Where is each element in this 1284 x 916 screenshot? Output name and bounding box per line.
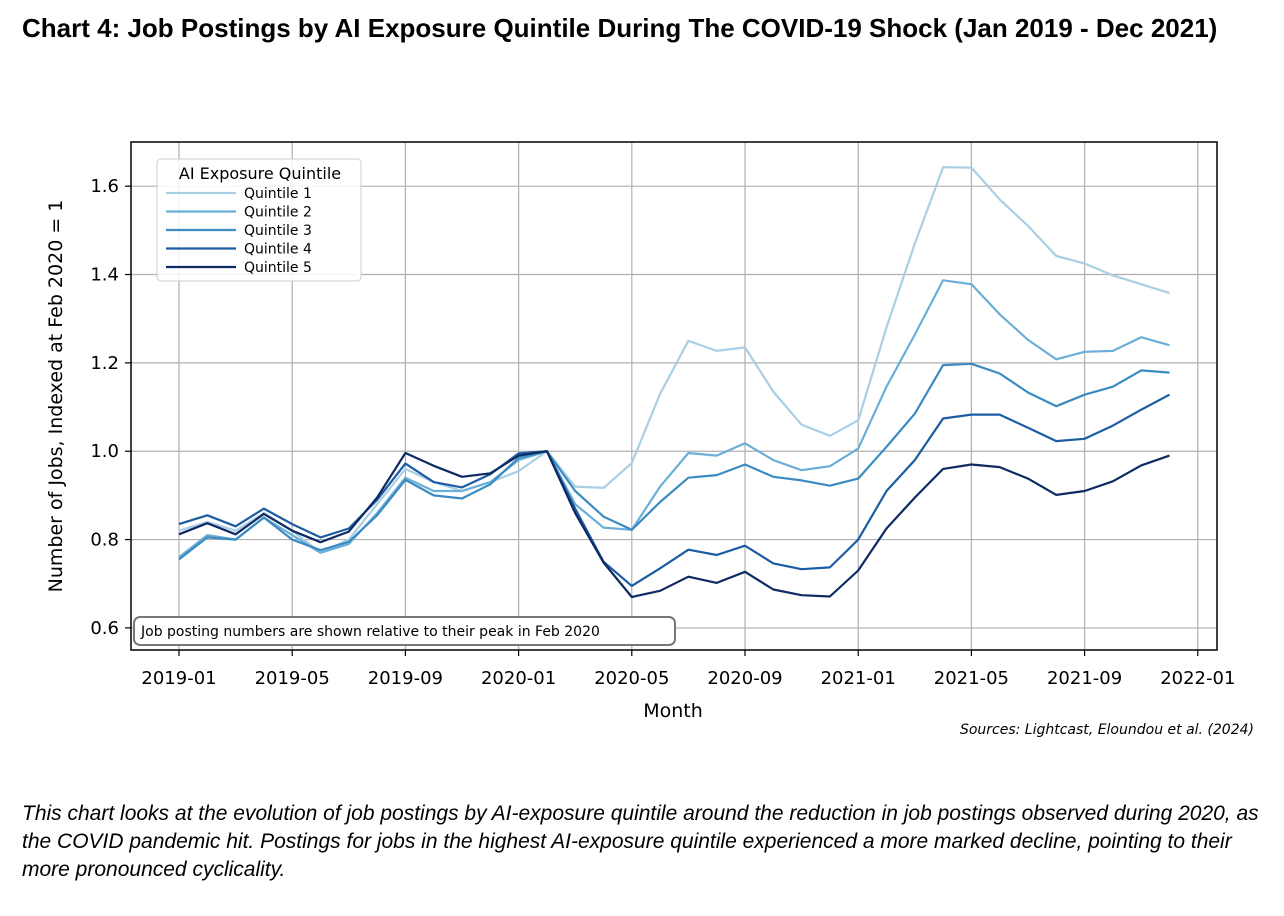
series-line-quintile-4 [178,393,1171,588]
x-tick-label: 2020-09 [707,668,782,689]
legend-entry-quintile-4: Quintile 4 [244,242,312,258]
y-tick-label: 0.8 [90,530,119,551]
series-line-quintile-3 [178,362,1170,561]
legend-box [156,158,362,282]
series-line-quintile-1 [178,166,1170,554]
legend-title: AI Exposure Quintile [179,164,341,183]
y-tick-label: 1.6 [90,176,119,197]
y-tick-label: 1.0 [90,441,119,462]
series-lines [178,166,1171,599]
x-tick-label: 2021-09 [1047,668,1122,689]
plot-frame [130,141,1218,651]
line-chart: 2019-01 2019-05 2019-09 2020-01 2020-05 2020-… [45,141,1235,722]
y-tick-label: 0.6 [90,618,119,639]
annotation-box [133,616,676,646]
chart-caption: This chart looks at the evolution of job… [22,802,1259,881]
annotation: Job posting numbers are shown relative t… [133,616,676,646]
x-tick-label: 2020-05 [594,668,669,689]
legend-entry-quintile-3: Quintile 3 [244,223,312,239]
x-tick-label: 2022-01 [1160,668,1235,689]
series-line-quintile-5 [178,450,1170,599]
legend: AI Exposure Quintile Quintile 1 Quintile … [156,158,362,282]
y-axis-ticks: 0.6 0.8 1.0 1.2 1.4 1.6 [90,176,131,639]
y-tick-label: 1.4 [90,265,119,286]
x-tick-label: 2020-01 [481,668,556,689]
x-tick-label: 2021-05 [934,668,1009,689]
x-tick-label: 2019-05 [255,668,330,689]
chart-title: Chart 4: Job Postings by AI Exposure Qui… [22,13,1218,43]
series-line-quintile-2 [178,279,1170,559]
legend-entry-quintile-2: Quintile 2 [244,205,312,221]
x-tick-label: 2019-09 [368,668,443,689]
x-axis-label: Month [643,700,703,722]
x-axis-ticks: 2019-01 2019-05 2019-09 2020-01 2020-05 2020-… [141,650,1235,689]
y-axis-label: Number of Jobs, Indexed at Feb 2020 = 1 [45,200,67,593]
source-note: Sources: Lightcast, Eloundou et al. (202… [959,722,1254,738]
x-tick-label: 2019-01 [141,668,216,689]
legend-entry-quintile-1: Quintile 1 [244,186,312,202]
y-tick-label: 1.2 [90,353,119,374]
annotation-text: Job posting numbers are shown relative t… [140,624,600,640]
x-tick-label: 2021-01 [821,668,896,689]
legend-entry-quintile-5: Quintile 5 [244,260,312,276]
